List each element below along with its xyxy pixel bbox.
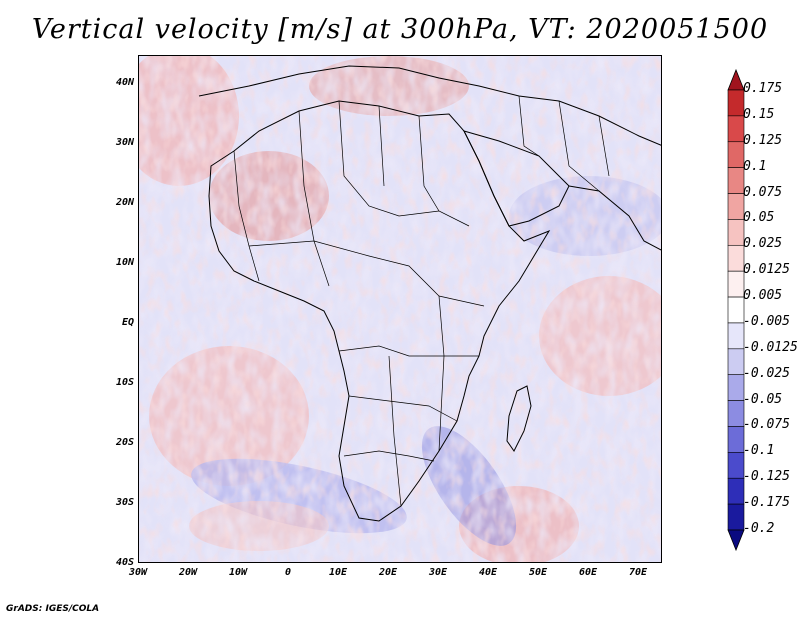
colorbar-level-label: 0.075 bbox=[743, 184, 783, 200]
lon-label: 30E bbox=[428, 567, 448, 578]
colorbar-level-label: -0.05 bbox=[743, 391, 783, 407]
country-borders bbox=[233, 95, 610, 507]
lon-label: 50E bbox=[528, 567, 548, 578]
colorbar-level-label: -0.075 bbox=[743, 417, 790, 433]
lat-label: 10S bbox=[115, 377, 134, 388]
colorbar-bottom-arrow bbox=[727, 529, 745, 552]
lon-label: 60E bbox=[578, 567, 598, 578]
map-title: Vertical velocity [m/s] at 300hPa, VT: 2… bbox=[31, 14, 769, 45]
colorbar-level-label: 0.1 bbox=[743, 158, 767, 174]
lon-label: 10E bbox=[328, 567, 348, 578]
colorbar-segment bbox=[727, 452, 745, 479]
colorbar-segment bbox=[727, 141, 745, 168]
lon-label: 30W bbox=[128, 567, 148, 578]
colorbar-segment bbox=[727, 270, 745, 298]
lat-label: 40S bbox=[115, 557, 134, 568]
lat-label: 20N bbox=[115, 197, 134, 208]
colorbar-level-label: -0.2 bbox=[743, 521, 775, 536]
colorbar-level-label: -0.175 bbox=[743, 495, 790, 511]
colorbar-level-label: 0.15 bbox=[743, 106, 775, 122]
velocity-field-svg bbox=[139, 56, 661, 562]
colorbar-segment bbox=[727, 219, 745, 246]
colorbar-level-label: -0.0125 bbox=[743, 339, 798, 355]
lat-label: 10N bbox=[115, 257, 134, 268]
lon-label: 40E bbox=[478, 567, 498, 578]
colorbar-level-label: 0.175 bbox=[743, 81, 783, 96]
colorbar-segment bbox=[727, 400, 745, 427]
colorbar-level-label: -0.1 bbox=[743, 443, 775, 459]
colorbar-level-label: 0.025 bbox=[743, 236, 783, 252]
lon-label: 20E bbox=[378, 567, 398, 578]
arabia-coastline bbox=[463, 130, 570, 227]
colorbar-level-label: -0.005 bbox=[743, 313, 790, 329]
colorbar-level-label: -0.125 bbox=[743, 469, 790, 485]
grads-credit: GrADS: IGES/COLA bbox=[6, 604, 100, 614]
lat-label: 30S bbox=[115, 497, 134, 508]
mediterranean-coastline bbox=[198, 65, 661, 146]
lon-label: 0 bbox=[284, 567, 292, 578]
colorbar-segment bbox=[727, 426, 745, 453]
india-coastline bbox=[568, 185, 661, 251]
colorbar-segment bbox=[727, 503, 745, 531]
lon-label: 10W bbox=[228, 567, 248, 578]
colorbar-segment bbox=[727, 477, 745, 505]
field-noise-red bbox=[139, 56, 661, 562]
colorbar-level-label: 0.125 bbox=[743, 132, 783, 148]
lon-label: 70E bbox=[628, 567, 648, 578]
map-plot-area bbox=[138, 55, 662, 563]
colorbar-level-label: -0.025 bbox=[743, 365, 790, 381]
colorbar-segment bbox=[727, 115, 745, 143]
madagascar-coastline bbox=[506, 385, 532, 452]
colorbar-level-label: 0.05 bbox=[743, 210, 775, 226]
colorbar-segment bbox=[727, 322, 745, 350]
lat-label: 30N bbox=[115, 137, 134, 148]
colorbar bbox=[727, 68, 745, 552]
colorbar-segment bbox=[727, 193, 745, 220]
colorbar-segment bbox=[727, 296, 745, 324]
colorbar-top-arrow bbox=[727, 68, 745, 91]
lon-label: 20W bbox=[178, 567, 198, 578]
lat-label: 20S bbox=[115, 437, 134, 448]
colorbar-segment bbox=[727, 167, 745, 194]
lat-label: 40N bbox=[115, 77, 134, 88]
colorbar-segment bbox=[727, 89, 745, 117]
colorbar-segment bbox=[727, 244, 745, 272]
lat-label: EQ bbox=[121, 317, 134, 328]
colorbar-level-label: 0.0125 bbox=[743, 262, 790, 278]
colorbar-segment bbox=[727, 374, 745, 401]
colorbar-level-label: 0.005 bbox=[743, 288, 783, 304]
colorbar-segment bbox=[727, 348, 745, 376]
